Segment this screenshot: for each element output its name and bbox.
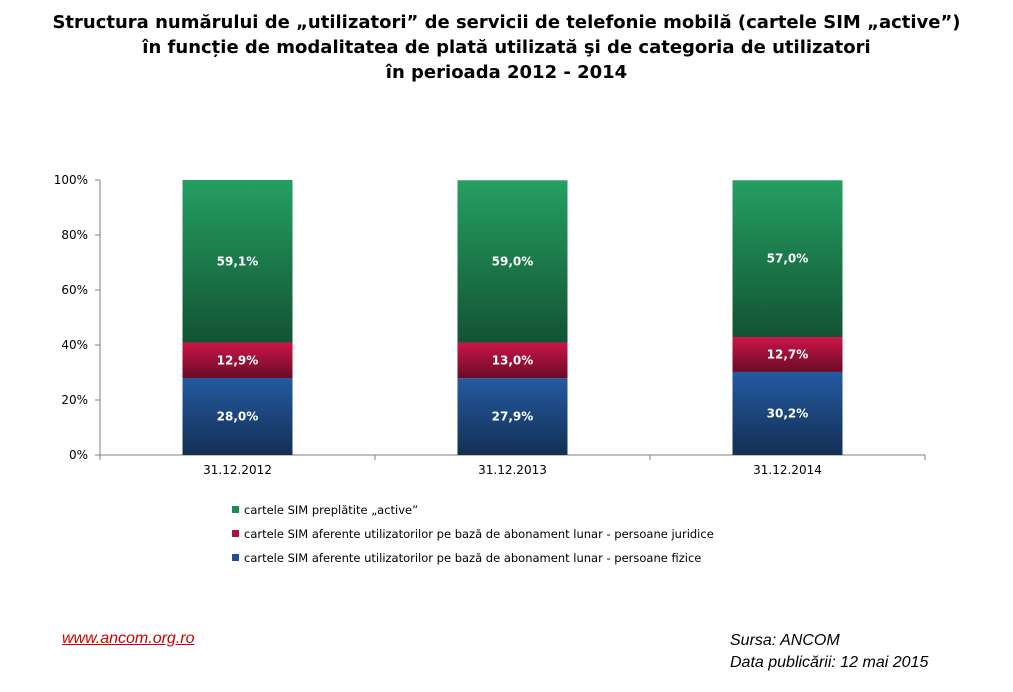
- publication-date: Data publicării: 12 mai 2015: [730, 654, 929, 671]
- legend-entry: cartele SIM preplătite „active”: [244, 503, 418, 517]
- bar-value-label: 59,0%: [492, 254, 534, 268]
- bar-value-label: 13,0%: [492, 353, 534, 367]
- legend-entry: cartele SIM aferente utilizatorilor pe b…: [244, 551, 701, 565]
- bar-value-label: 30,2%: [767, 406, 809, 420]
- bar-segment: [457, 342, 568, 379]
- title-line-2: în funcție de modalitatea de plată utili…: [142, 37, 871, 58]
- title-line-3: în perioada 2012 - 2014: [385, 62, 628, 83]
- y-tick-label: 40%: [61, 338, 88, 352]
- legend-swatch: [232, 506, 239, 513]
- ancom-website-link[interactable]: www.ancom.org.ro: [62, 630, 195, 647]
- bar-value-label: 57,0%: [767, 252, 809, 266]
- bar-value-label: 12,9%: [217, 353, 259, 367]
- y-tick-label: 100%: [54, 173, 88, 187]
- bar-value-label: 27,9%: [492, 410, 534, 424]
- chart-title: Structura numărului de „utilizatori” de …: [20, 10, 993, 85]
- x-tick-label: 31.12.2012: [203, 463, 272, 477]
- source-block: Sursa: ANCOM Data publicării: 12 mai 201…: [730, 630, 928, 674]
- y-tick-label: 0%: [69, 448, 88, 462]
- bar-segment: [182, 342, 293, 378]
- y-tick-label: 20%: [61, 393, 88, 407]
- bar-segment: [182, 378, 293, 455]
- bar-segment: [457, 180, 568, 343]
- x-tick-label: 31.12.2014: [753, 463, 822, 477]
- y-tick-label: 60%: [61, 283, 88, 297]
- x-tick-label: 31.12.2013: [478, 463, 547, 477]
- bar-segment: [732, 337, 843, 372]
- bar-segment: [732, 371, 843, 455]
- legend-swatch: [232, 530, 239, 537]
- chart-bars: 28,0% 12,9% 59,1% 27,9% 13,0% 59,0% 30,2% 12,7%…: [182, 180, 843, 455]
- source-text: Sursa: ANCOM: [730, 632, 840, 649]
- bar-segment: [732, 180, 843, 338]
- x-tick-labels: 31.12.2012 31.12.2013 31.12.2014: [203, 463, 822, 477]
- legend-entry: cartele SIM aferente utilizatorilor pe b…: [244, 527, 714, 541]
- chart-legend: cartele SIM preplătite „active” cartele S…: [232, 503, 714, 565]
- bar-value-label: 59,1%: [217, 254, 259, 268]
- y-tick-label: 80%: [61, 228, 88, 242]
- bar-value-label: 12,7%: [767, 347, 809, 361]
- bar-segment: [182, 180, 293, 343]
- bar-segment: [457, 378, 568, 455]
- legend-swatch: [232, 554, 239, 561]
- bar-value-label: 28,0%: [217, 410, 259, 424]
- title-line-1: Structura numărului de „utilizatori” de …: [52, 12, 961, 33]
